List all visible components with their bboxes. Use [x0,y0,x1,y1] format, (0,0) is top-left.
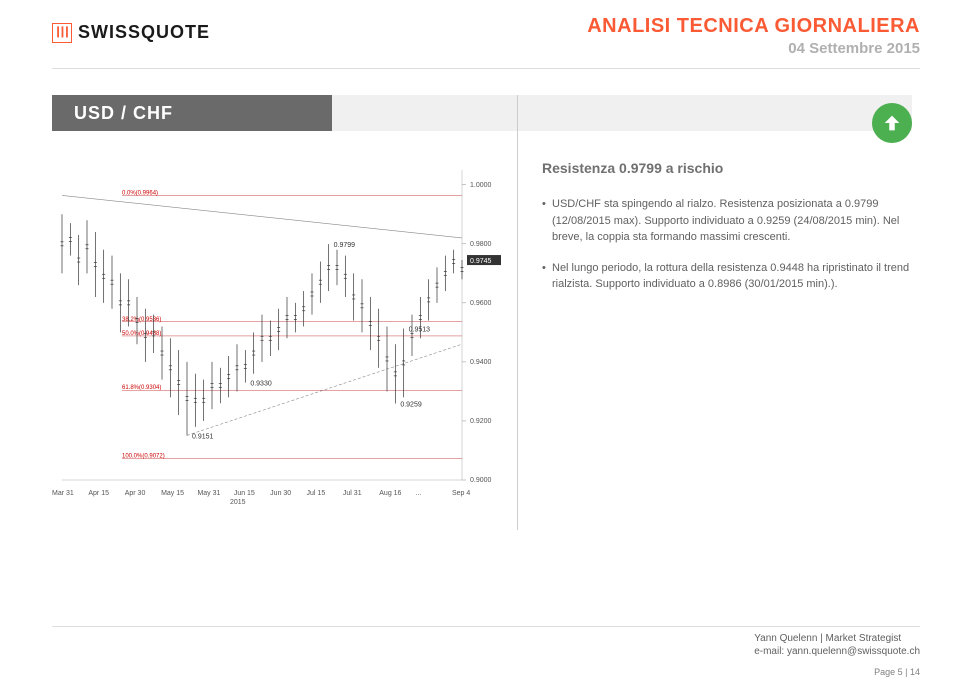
svg-text:0.9800: 0.9800 [470,241,492,248]
svg-text:2015: 2015 [230,499,246,506]
header-rule [52,68,920,69]
svg-text:38.2%(0.9536): 38.2%(0.9536) [122,317,161,323]
svg-text:0.9151: 0.9151 [192,433,214,440]
svg-text:Apr 30: Apr 30 [125,490,146,497]
pair-label: USD / CHF [52,95,332,131]
analysis-bullet: USD/CHF sta spingendo al rialzo. Resiste… [542,196,912,246]
content-divider [517,135,518,530]
svg-text:...: ... [416,490,422,497]
svg-text:0.0%(0.9964): 0.0%(0.9964) [122,190,158,196]
author-email: e-mail: yann.quelenn@swissquote.ch [754,646,920,657]
analysis-headline: Resistenza 0.9799 a rischio [542,160,912,176]
svg-text:0.9799: 0.9799 [334,242,356,249]
svg-text:0.9330: 0.9330 [250,381,272,388]
svg-text:100.0%(0.9072): 100.0%(0.9072) [122,454,165,460]
report-title: ANALISI TECNICA GIORNALIERA [587,15,920,38]
svg-text:May 31: May 31 [197,490,220,497]
svg-text:May 15: May 15 [161,490,184,497]
price-chart: 1.0000 0.9800 0.9600 0.9400 0.9200 0.9000 0.0%… [52,165,517,525]
svg-text:Jun 15: Jun 15 [234,490,255,497]
svg-text:0.9400: 0.9400 [470,359,492,366]
svg-text:Mar 31: Mar 31 [52,490,74,497]
svg-text:Apr 15: Apr 15 [88,490,109,497]
page-number: Page 5 | 14 [874,667,920,677]
svg-text:Jul 15: Jul 15 [307,490,326,497]
svg-text:0.9513: 0.9513 [409,327,431,334]
svg-text:1.0000: 1.0000 [470,182,492,189]
svg-text:0.9745: 0.9745 [470,258,492,265]
svg-text:Sep 4: Sep 4 [452,490,470,497]
brand-logo-icon: ┃┃┃ [52,23,72,43]
analysis-bullet: Nel lungo periodo, la rottura della resi… [542,260,912,293]
svg-text:61.8%(0.9304): 61.8%(0.9304) [122,385,161,391]
brand-logo: ┃┃┃ SWISSQUOTE [52,22,210,43]
svg-text:0.9000: 0.9000 [470,477,492,484]
svg-text:Aug 16: Aug 16 [379,490,401,497]
svg-text:0.9259: 0.9259 [400,402,422,409]
author-line: Yann Quelenn | Market Strategist [754,633,920,644]
direction-up-icon [872,103,912,143]
svg-text:0.9600: 0.9600 [470,300,492,307]
svg-text:Jul 31: Jul 31 [343,490,362,497]
brand-name: SWISSQUOTE [78,22,210,43]
svg-text:0.9200: 0.9200 [470,418,492,425]
report-date: 04 Settembre 2015 [587,40,920,57]
footer-rule [52,626,920,627]
svg-text:50.0%(0.9488): 50.0%(0.9488) [122,331,161,337]
svg-text:Jun 30: Jun 30 [270,490,291,497]
